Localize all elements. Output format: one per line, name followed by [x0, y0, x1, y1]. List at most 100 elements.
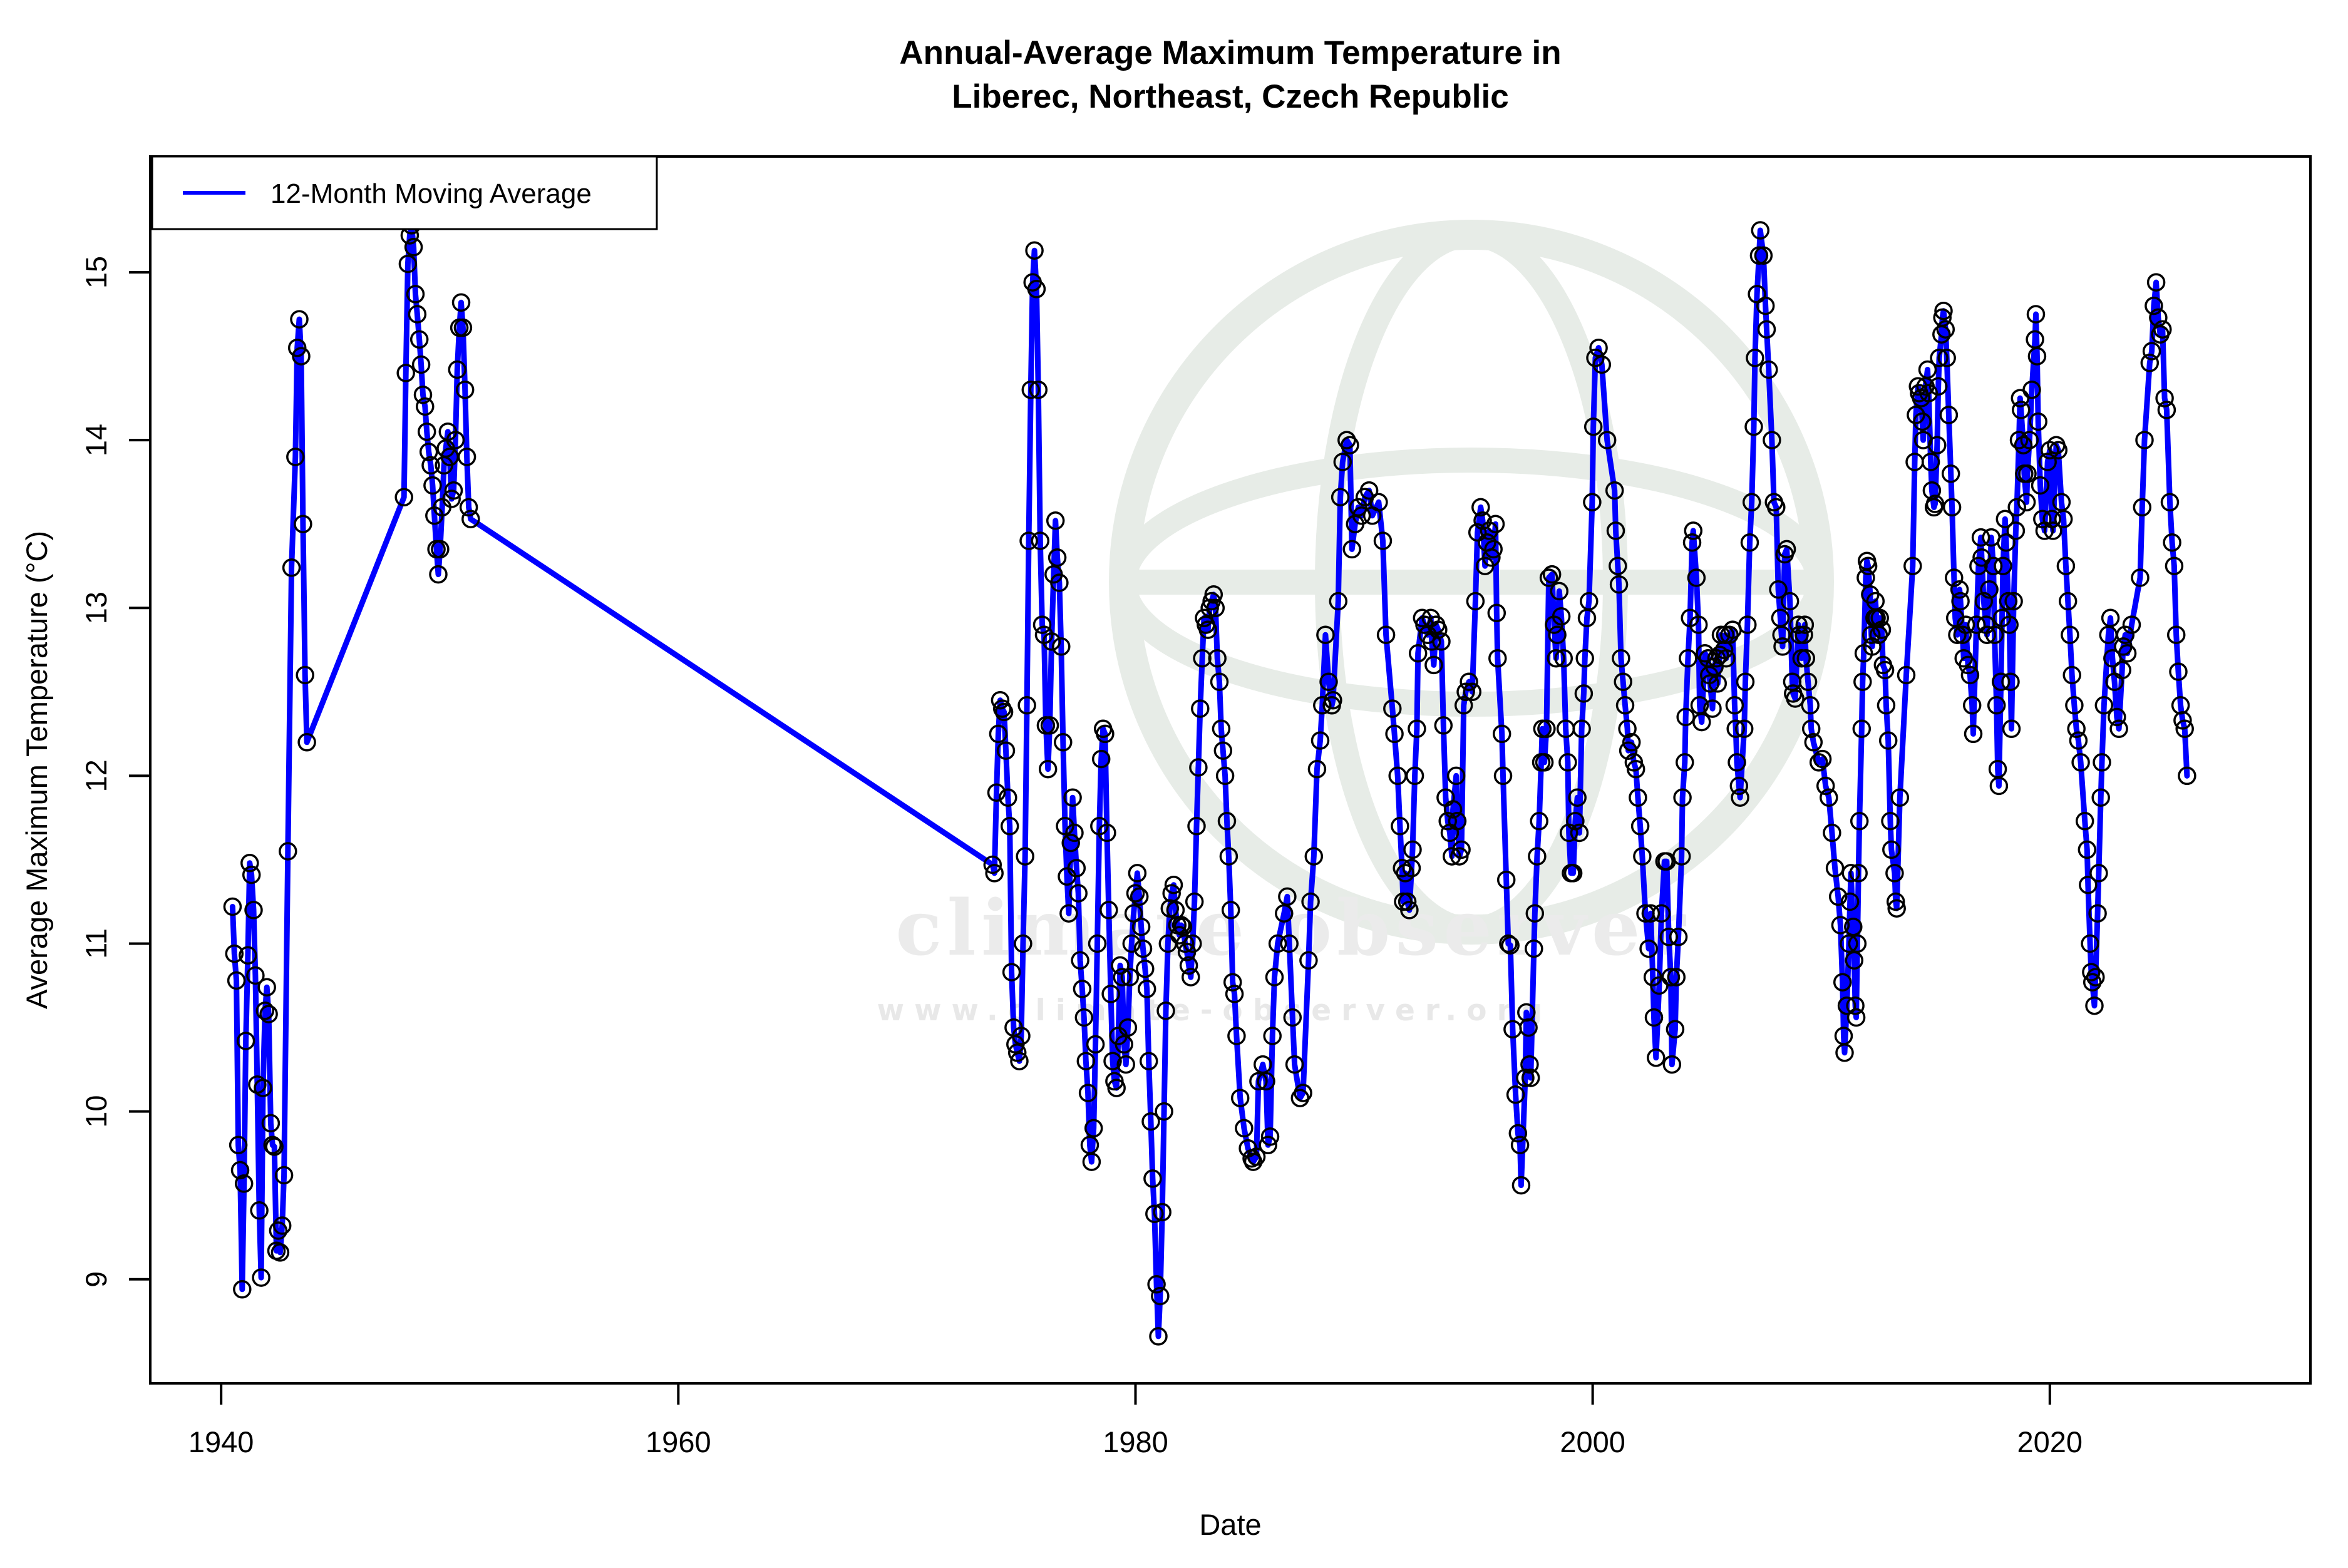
data-point-marker: [2033, 510, 2052, 528]
data-point-marker: [1974, 592, 1994, 611]
data-point-marker: [1792, 648, 1811, 668]
data-point-marker: [1903, 556, 1922, 575]
data-point-marker: [442, 489, 461, 508]
data-point-marker: [1858, 556, 1878, 575]
data-point-marker: [1907, 406, 1925, 424]
data-point-marker: [1809, 753, 1828, 772]
data-point-marker: [2113, 660, 2131, 680]
data-point-marker: [1769, 580, 1788, 599]
data-point-marker: [1936, 320, 1955, 339]
data-point-marker: [1069, 884, 1088, 903]
data-point-marker: [1746, 349, 1764, 367]
data-point-marker: [459, 498, 478, 517]
data-point-marker: [2145, 296, 2163, 315]
plot-border: [149, 155, 2312, 1385]
data-point-marker: [1846, 1008, 1866, 1027]
data-point-marker: [991, 690, 1010, 710]
data-point-marker: [2069, 731, 2088, 750]
data-point-marker: [1738, 615, 1757, 634]
data-point-marker: [1193, 648, 1212, 668]
data-point-marker: [1669, 928, 1688, 946]
data-point-marker: [1424, 655, 1443, 675]
data-point-marker: [983, 855, 1002, 874]
data-point-marker: [1487, 603, 1506, 623]
data-point-marker: [240, 854, 259, 873]
data-point-marker: [1149, 1327, 1168, 1346]
data-point-marker: [1333, 453, 1352, 471]
data-point-marker: [1960, 665, 1980, 685]
data-point-marker: [2078, 840, 2097, 859]
data-point-marker: [1552, 607, 1571, 626]
data-point-marker: [1408, 643, 1428, 663]
data-point-marker: [1780, 592, 1800, 611]
data-point-marker: [1182, 968, 1200, 986]
data-point-marker: [1835, 1043, 1854, 1062]
data-point-marker: [1734, 719, 1754, 739]
data-point-marker: [1331, 488, 1350, 507]
data-point-marker: [1987, 696, 2006, 715]
data-point-marker: [398, 254, 418, 274]
data-point-marker: [1930, 349, 1949, 367]
data-point-marker: [1759, 360, 1778, 379]
data-point-marker: [1151, 1286, 1170, 1306]
data-point-marker: [2153, 320, 2172, 339]
data-point-marker: [1831, 916, 1850, 935]
data-point-marker: [1156, 1002, 1175, 1020]
data-point-marker: [1676, 707, 1695, 727]
data-point-marker: [423, 476, 442, 495]
data-point-marker: [2118, 643, 2137, 663]
data-point-marker: [1101, 985, 1120, 1003]
data-point-marker: [1728, 753, 1746, 772]
data-point-marker: [2082, 963, 2101, 981]
data-point-marker: [1460, 672, 1478, 691]
data-point-marker: [2165, 556, 2184, 575]
data-point-marker: [448, 360, 467, 379]
data-point-marker: [2131, 568, 2150, 587]
data-point-marker: [1626, 759, 1645, 779]
data-point-marker: [2089, 864, 2108, 883]
data-point-marker: [1046, 511, 1065, 530]
data-point-marker: [2135, 431, 2154, 449]
data-point-marker: [1482, 548, 1501, 567]
data-point-marker: [2044, 521, 2062, 540]
data-point-marker: [1147, 1275, 1166, 1294]
data-point-marker: [2093, 753, 2111, 772]
data-point-marker: [1027, 280, 1046, 299]
data-point-marker: [1673, 788, 1692, 807]
data-point-marker: [269, 1221, 288, 1240]
data-point-marker: [1446, 766, 1466, 786]
data-point-marker: [2085, 996, 2104, 1015]
data-point-marker: [1672, 847, 1691, 866]
data-point-marker: [2012, 401, 2031, 419]
data-point-marker: [1113, 968, 1132, 986]
data-point-marker: [1468, 523, 1487, 542]
data-point-marker: [1153, 1202, 1171, 1222]
data-point-marker: [272, 1216, 292, 1235]
data-point-marker: [1757, 320, 1776, 339]
data-point-marker: [1249, 1072, 1268, 1091]
data-point-marker: [1496, 870, 1516, 889]
data-point-marker: [1991, 672, 2011, 691]
data-point-marker: [408, 305, 427, 324]
data-point-marker: [1235, 1119, 1254, 1138]
data-point-marker: [2157, 401, 2176, 419]
data-point-marker: [1736, 672, 1755, 691]
data-point-marker: [1313, 696, 1332, 715]
data-point-marker: [1040, 716, 1059, 735]
data-point-marker: [1283, 1008, 1302, 1027]
data-point-marker: [1280, 934, 1299, 953]
data-point-marker: [411, 355, 431, 374]
data-point-marker: [1890, 788, 1910, 807]
y-tick-label: 9: [80, 1271, 113, 1288]
data-point-marker: [1405, 766, 1424, 786]
watermark: climate observer www.climate-observer.or…: [877, 220, 1834, 1028]
data-point-marker: [1223, 973, 1242, 992]
data-point-marker: [1763, 431, 1781, 449]
data-point-marker: [1454, 696, 1473, 715]
data-point-marker: [1007, 1043, 1027, 1062]
data-point-marker: [1592, 355, 1612, 374]
data-point-marker: [1042, 632, 1061, 651]
data-point-marker: [2006, 521, 2026, 540]
